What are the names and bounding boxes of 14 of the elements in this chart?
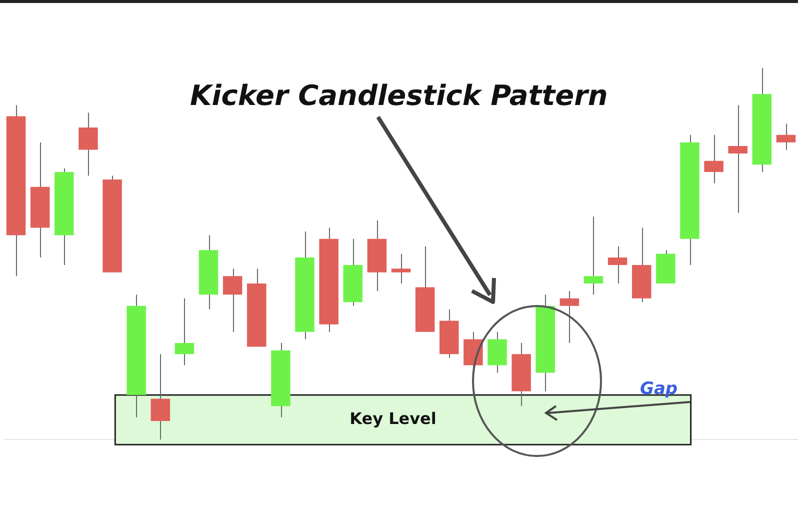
- annotation: Gap: [640, 379, 678, 399]
- candlestick: [391, 253, 411, 284]
- chart-title: Kicker Candlestick Pattern: [190, 79, 608, 112]
- candlestick: [704, 134, 724, 184]
- candlestick: [78, 112, 98, 176]
- candlestick: [728, 104, 748, 214]
- candlestick: [150, 354, 170, 440]
- band-label: Key Level: [350, 408, 436, 428]
- candlestick: [608, 246, 628, 284]
- candlestick: [560, 290, 580, 344]
- candlestick: [222, 268, 242, 332]
- candlestick: [584, 216, 604, 296]
- candlestick: [174, 298, 194, 366]
- candlestick: [776, 123, 796, 150]
